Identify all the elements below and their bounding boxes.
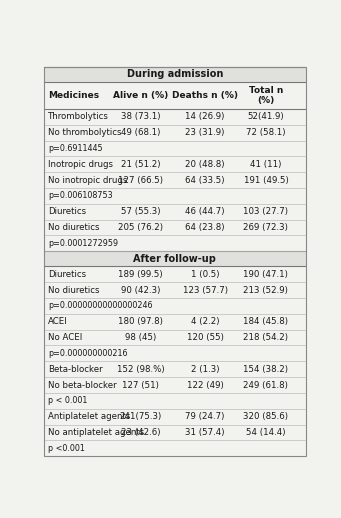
Text: 72 (58.1): 72 (58.1) <box>246 128 286 137</box>
Text: 320 (85.6): 320 (85.6) <box>243 412 288 421</box>
Text: p <0.001: p <0.001 <box>48 444 85 453</box>
Text: 79 (24.7): 79 (24.7) <box>186 412 225 421</box>
Text: 14 (26.9): 14 (26.9) <box>186 112 225 121</box>
Text: p < 0.001: p < 0.001 <box>48 396 87 406</box>
Text: 103 (27.7): 103 (27.7) <box>243 207 288 216</box>
Text: 23 (42.6): 23 (42.6) <box>121 428 160 437</box>
Text: 184 (45.8): 184 (45.8) <box>243 317 288 326</box>
Text: Deaths n (%): Deaths n (%) <box>172 91 238 100</box>
Text: 241(75.3): 241(75.3) <box>119 412 162 421</box>
Text: 218 (54.2): 218 (54.2) <box>243 333 288 342</box>
Text: Thrombolytics: Thrombolytics <box>48 112 109 121</box>
Text: 189 (99.5): 189 (99.5) <box>118 270 163 279</box>
Bar <box>44 67 306 82</box>
Text: 127 (66.5): 127 (66.5) <box>118 176 163 184</box>
Text: 52(41.9): 52(41.9) <box>248 112 284 121</box>
Text: 249 (61.8): 249 (61.8) <box>243 381 288 390</box>
Text: During admission: During admission <box>127 69 223 79</box>
Text: Beta-blocker: Beta-blocker <box>48 365 103 373</box>
Text: 122 (49): 122 (49) <box>187 381 224 390</box>
Text: 54 (14.4): 54 (14.4) <box>246 428 286 437</box>
Text: Antiplatelet agents: Antiplatelet agents <box>48 412 130 421</box>
Text: 38 (73.1): 38 (73.1) <box>121 112 160 121</box>
Text: 127 (51): 127 (51) <box>122 381 159 390</box>
Text: No ACEI: No ACEI <box>48 333 82 342</box>
Text: 31 (57.4): 31 (57.4) <box>186 428 225 437</box>
Text: 90 (42.3): 90 (42.3) <box>121 285 160 295</box>
Text: 152 (98.%): 152 (98.%) <box>117 365 164 373</box>
Text: After follow-up: After follow-up <box>133 254 216 264</box>
Text: 64 (23.8): 64 (23.8) <box>186 223 225 232</box>
Text: Inotropic drugs: Inotropic drugs <box>48 160 113 169</box>
Text: 213 (52.9): 213 (52.9) <box>243 285 288 295</box>
Text: 57 (55.3): 57 (55.3) <box>121 207 160 216</box>
Text: No diuretics: No diuretics <box>48 223 100 232</box>
Text: 269 (72.3): 269 (72.3) <box>243 223 288 232</box>
Text: No antiplatelet agents: No antiplatelet agents <box>48 428 144 437</box>
Text: 4 (2.2): 4 (2.2) <box>191 317 219 326</box>
Text: 180 (97.8): 180 (97.8) <box>118 317 163 326</box>
Text: 123 (57.7): 123 (57.7) <box>183 285 228 295</box>
Text: p=0.0001272959: p=0.0001272959 <box>48 239 118 248</box>
Text: Total n
(%): Total n (%) <box>249 86 283 105</box>
Text: 2 (1.3): 2 (1.3) <box>191 365 219 373</box>
Text: No inotropic drugs: No inotropic drugs <box>48 176 127 184</box>
Text: p=0.00000000000000246: p=0.00000000000000246 <box>48 301 152 310</box>
Text: 120 (55): 120 (55) <box>187 333 224 342</box>
Text: 191 (49.5): 191 (49.5) <box>243 176 288 184</box>
Text: No diuretics: No diuretics <box>48 285 100 295</box>
Text: 41 (11): 41 (11) <box>250 160 282 169</box>
Text: Alive n (%): Alive n (%) <box>113 91 168 100</box>
Text: 23 (31.9): 23 (31.9) <box>186 128 225 137</box>
Text: 205 (76.2): 205 (76.2) <box>118 223 163 232</box>
Text: Medicines: Medicines <box>48 91 99 100</box>
Text: 190 (47.1): 190 (47.1) <box>243 270 288 279</box>
Text: 49 (68.1): 49 (68.1) <box>121 128 160 137</box>
Text: ACEI: ACEI <box>48 317 68 326</box>
Text: 98 (45): 98 (45) <box>125 333 156 342</box>
Bar <box>44 82 306 109</box>
Text: 1 (0.5): 1 (0.5) <box>191 270 219 279</box>
Text: No beta-blocker: No beta-blocker <box>48 381 117 390</box>
Text: 21 (51.2): 21 (51.2) <box>121 160 160 169</box>
Text: p=0.6911445: p=0.6911445 <box>48 144 103 153</box>
Text: p=0.000000000216: p=0.000000000216 <box>48 349 128 358</box>
Text: p=0.006108753: p=0.006108753 <box>48 192 113 200</box>
Text: Diuretics: Diuretics <box>48 270 86 279</box>
Text: 154 (38.2): 154 (38.2) <box>243 365 288 373</box>
Text: No thrombolytics: No thrombolytics <box>48 128 121 137</box>
Text: 64 (33.5): 64 (33.5) <box>186 176 225 184</box>
Text: 46 (44.7): 46 (44.7) <box>186 207 225 216</box>
Text: Diuretics: Diuretics <box>48 207 86 216</box>
Text: 20 (48.8): 20 (48.8) <box>186 160 225 169</box>
Bar <box>44 251 306 266</box>
